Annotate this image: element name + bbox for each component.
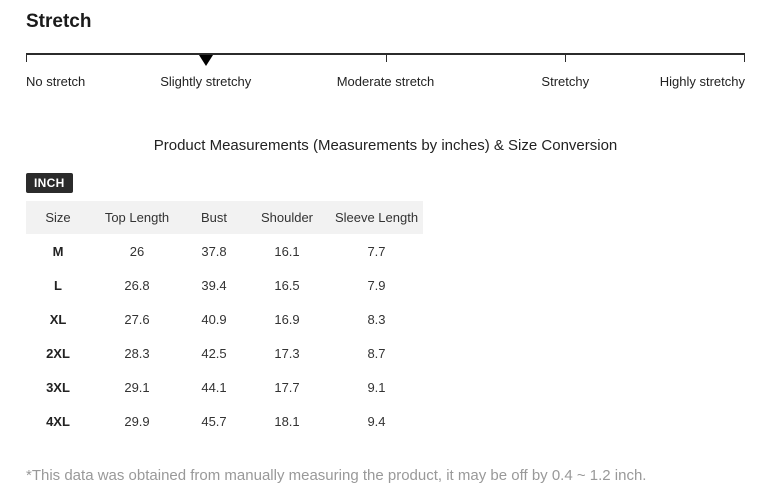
inch-unit-badge[interactable]: INCH <box>26 173 73 193</box>
shoulder-value: 17.3 <box>274 345 300 361</box>
table-row: 3XL 29.1 44.1 17.7 9.1 <box>26 370 423 404</box>
bust-value: 40.9 <box>201 311 227 327</box>
top-length-value: 29.1 <box>124 379 150 395</box>
top-length-value: 26.8 <box>124 277 150 293</box>
top-length-value: 27.6 <box>124 311 150 327</box>
table-row: 2XL 28.3 42.5 17.3 8.7 <box>26 336 423 370</box>
stretch-label-no-stretch: No stretch <box>26 74 86 89</box>
bust-value: 45.7 <box>201 413 227 429</box>
column-header-top-length: Top Length <box>104 210 170 225</box>
bust-value: 44.1 <box>201 379 227 395</box>
sleeve-length-value: 8.3 <box>367 311 386 327</box>
size-value: 3XL <box>46 379 70 395</box>
stretch-label-moderate-stretch: Moderate stretch <box>336 74 435 89</box>
size-measurements-table: Size Top Length Bust Shoulder Sleeve Len… <box>26 201 423 438</box>
shoulder-value: 16.5 <box>274 277 300 293</box>
sleeve-length-value: 7.9 <box>367 277 386 293</box>
table-row: XL 27.6 40.9 16.9 8.3 <box>26 302 423 336</box>
stretch-scale-line <box>26 53 745 55</box>
column-header-size: Size <box>45 210 71 225</box>
shoulder-value: 17.7 <box>274 379 300 395</box>
bust-value: 37.8 <box>201 243 227 259</box>
measurement-disclaimer: *This data was obtained from manually me… <box>26 467 647 484</box>
shoulder-value: 16.1 <box>274 243 300 259</box>
size-value: L <box>54 277 62 293</box>
sleeve-length-value: 7.7 <box>367 243 386 259</box>
table-header-row: Size Top Length Bust Shoulder Sleeve Len… <box>26 201 423 234</box>
stretch-scale-tick <box>565 55 567 62</box>
bust-value: 42.5 <box>201 345 227 361</box>
top-length-value: 28.3 <box>124 345 150 361</box>
stretch-label-stretchy: Stretchy <box>541 74 590 89</box>
sleeve-length-value: 9.4 <box>367 413 386 429</box>
stretch-label-slightly-stretchy: Slightly stretchy <box>160 74 252 89</box>
top-length-value: 26 <box>129 243 145 259</box>
size-value: 4XL <box>46 413 70 429</box>
size-value: 2XL <box>46 345 70 361</box>
size-value: XL <box>49 311 67 327</box>
sleeve-length-value: 9.1 <box>367 379 386 395</box>
size-value: M <box>52 243 64 259</box>
stretch-scale-labels: No stretch Slightly stretchy Moderate st… <box>26 74 745 90</box>
measurements-title: Product Measurements (Measurements by in… <box>153 137 618 154</box>
stretch-scale: No stretch Slightly stretchy Moderate st… <box>26 53 745 101</box>
table-row: 4XL 29.9 45.7 18.1 9.4 <box>26 404 423 438</box>
stretch-label-highly-stretchy: Highly stretchy <box>659 74 745 89</box>
stretch-scale-tick <box>744 55 745 62</box>
table-row: M 26 37.8 16.1 7.7 <box>26 234 423 268</box>
top-length-value: 29.9 <box>124 413 150 429</box>
bust-value: 39.4 <box>201 277 227 293</box>
stretch-marker-icon <box>198 55 213 66</box>
table-row: L 26.8 39.4 16.5 7.9 <box>26 268 423 302</box>
stretch-heading: Stretch <box>26 11 92 32</box>
column-header-shoulder: Shoulder <box>260 210 314 225</box>
column-header-bust: Bust <box>200 210 227 225</box>
stretch-scale-tick <box>26 55 27 62</box>
stretch-scale-tick <box>385 55 387 62</box>
column-header-sleeve-length: Sleeve Length <box>334 210 419 225</box>
shoulder-value: 16.9 <box>274 311 300 327</box>
sleeve-length-value: 8.7 <box>367 345 386 361</box>
shoulder-value: 18.1 <box>274 413 300 429</box>
